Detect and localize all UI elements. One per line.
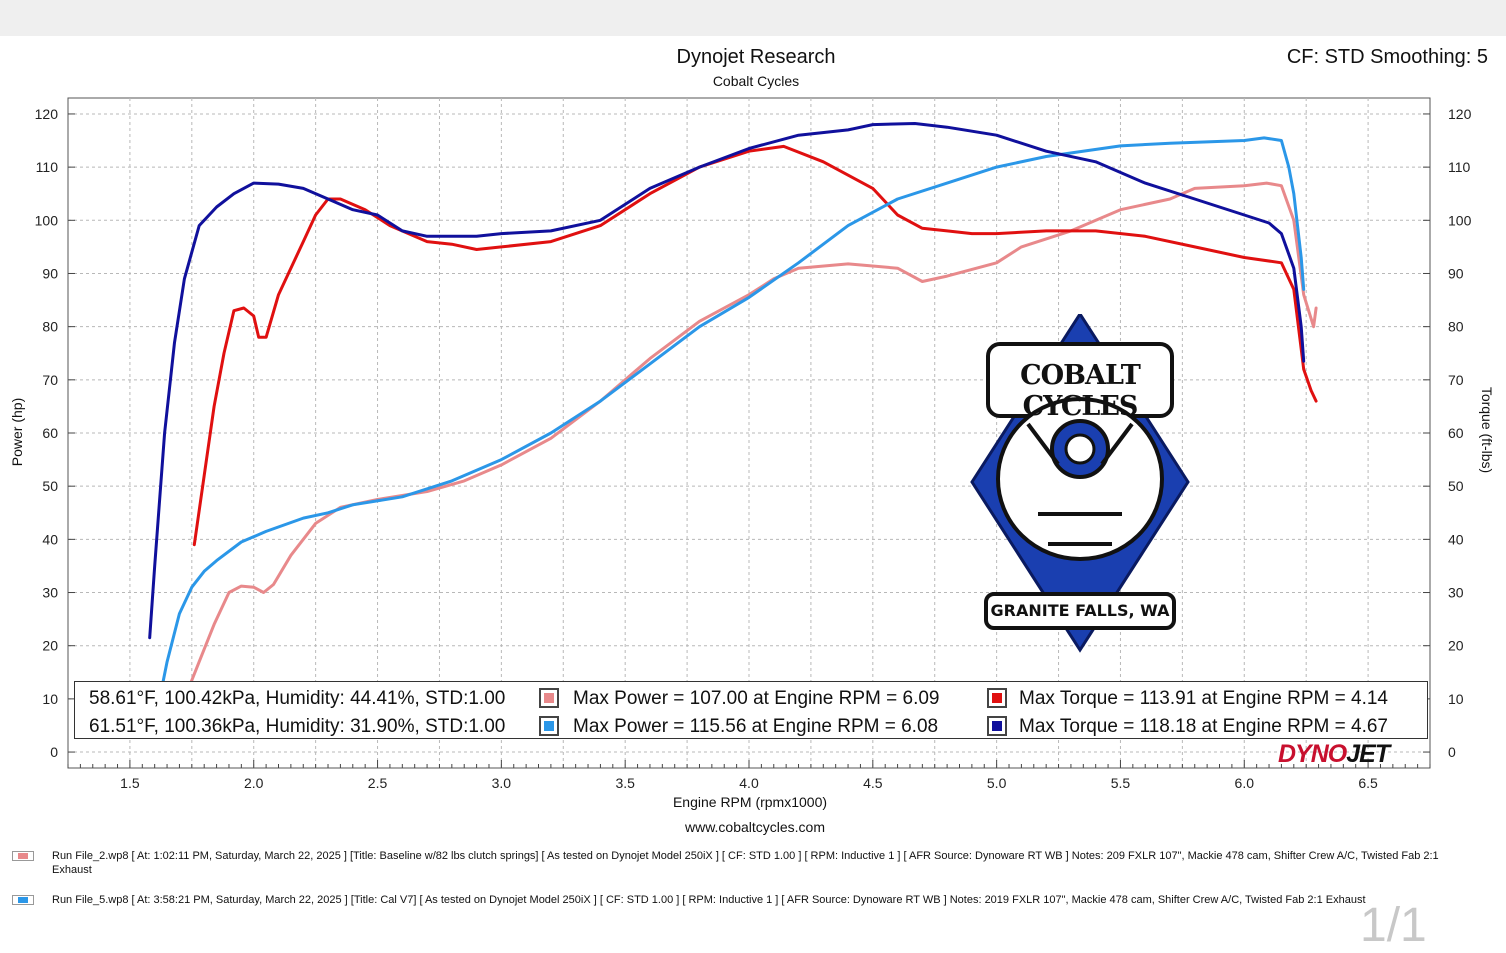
y-tick-label-left: 30 [42, 585, 58, 601]
chart-subtitle: Cobalt Cycles [712, 73, 800, 89]
website-link[interactable]: www.cobaltcycles.com [684, 819, 826, 835]
run2-note-color [18, 853, 28, 859]
y-tick-label-left: 80 [42, 319, 58, 335]
cf-smoothing-label: CF: STD Smoothing: 5 [1286, 46, 1488, 68]
y-tick-label-left: 10 [42, 691, 58, 707]
series-line-1 [192, 144, 1318, 547]
y-tick-label-right: 10 [1448, 691, 1464, 707]
y-tick-label-left: 0 [50, 744, 58, 760]
x-tick-label: 4.0 [739, 775, 759, 791]
y-tick-label-right: 80 [1448, 319, 1464, 335]
chart-title: Dynojet Research [676, 46, 836, 68]
y-tick-label-right: 100 [1448, 212, 1472, 228]
logo-text-top: COBALT CYCLES [1020, 360, 1141, 422]
cobalt-cycles-logo: COBALT CYCLES GRANITE FALLS, WA [968, 311, 1192, 659]
y-axis-label-left: Power (hp) [9, 397, 25, 467]
run2-torque-swatch [987, 688, 1007, 708]
series-lines [148, 122, 1318, 701]
y-tick-label-left: 120 [35, 106, 59, 122]
run5-max-power: Max Power = 115.56 at Engine RPM = 6.08 [573, 716, 939, 737]
x-tick-label: 5.0 [987, 775, 1007, 791]
y-tick-label-left: 60 [42, 425, 58, 441]
series-line-3 [148, 122, 1306, 640]
x-tick-label: 4.5 [863, 775, 883, 791]
run2-power-color [544, 693, 554, 703]
x-tick-label: 3.5 [615, 775, 635, 791]
run2-max-power: Max Power = 107.00 at Engine RPM = 6.09 [573, 688, 940, 709]
logo-graphic [970, 311, 1190, 653]
run5-torque-color [992, 721, 1002, 731]
x-tick-label: 6.5 [1358, 775, 1378, 791]
y-tick-label-right: 50 [1448, 478, 1464, 494]
y-tick-label-right: 60 [1448, 425, 1464, 441]
x-tick-label: 2.5 [368, 775, 388, 791]
x-tick-label: 6.0 [1235, 775, 1255, 791]
y-tick-label-left: 90 [42, 265, 58, 281]
run5-note-color [18, 897, 28, 903]
x-tick-label: 1.5 [120, 775, 140, 791]
y-axis-label-right: Torque (ft-lbs) [1479, 386, 1495, 474]
x-tick-label: 3.0 [492, 775, 512, 791]
series-line-2 [158, 136, 1306, 701]
run5-power-color [544, 721, 554, 731]
top-bar [0, 0, 1506, 36]
grid-lines [68, 98, 1430, 768]
run2-note-swatch [12, 851, 34, 861]
y-tick-label-right: 30 [1448, 585, 1464, 601]
y-tick-label-left: 100 [35, 212, 59, 228]
x-tick-label: 5.5 [1111, 775, 1131, 791]
run5-power-swatch [539, 716, 559, 736]
y-tick-label-right: 70 [1448, 372, 1464, 388]
run5-conditions: 61.51°F, 100.36kPa, Humidity: 31.90%, ST… [89, 716, 506, 737]
logo-text-bottom: GRANITE FALLS, WA [990, 601, 1170, 620]
run2-max-torque: Max Torque = 113.91 at Engine RPM = 4.14 [1019, 688, 1388, 709]
x-tick-label: 2.0 [244, 775, 264, 791]
run5-note-swatch [12, 895, 34, 905]
y-tick-label-left: 50 [42, 478, 58, 494]
series-line-0 [182, 181, 1318, 701]
run5-note-text: Run File_5.wp8 [ At: 3:58:21 PM, Saturda… [52, 894, 1366, 906]
run5-max-torque: Max Torque = 118.18 at Engine RPM = 4.67 [1019, 716, 1388, 737]
run2-power-swatch [539, 688, 559, 708]
y-tick-label-left: 70 [42, 372, 58, 388]
run2-conditions: 58.61°F, 100.42kPa, Humidity: 44.41%, ST… [89, 688, 506, 709]
legend-box: 58.61°F, 100.42kPa, Humidity: 44.41%, ST… [74, 681, 1428, 739]
y-tick-label-right: 90 [1448, 265, 1464, 281]
run2-note-text: Run File_2.wp8 [ At: 1:02:11 PM, Saturda… [52, 850, 1439, 876]
run2-torque-color [992, 693, 1002, 703]
y-tick-label-right: 120 [1448, 106, 1472, 122]
y-tick-label-right: 0 [1448, 744, 1456, 760]
x-axis-label: Engine RPM (rpmx1000) [672, 794, 828, 810]
y-tick-label-right: 110 [1448, 159, 1471, 175]
y-tick-label-left: 20 [42, 638, 58, 654]
y-tick-label-left: 110 [36, 159, 59, 175]
run5-torque-swatch [987, 716, 1007, 736]
axis-ticks: 1.5 2.0 2.5 3.0 3.5 4.0 4.5 5.0 5.5 6.0 6.5 0 0 10 10 2… [35, 106, 1472, 791]
y-tick-label-right: 20 [1448, 638, 1464, 654]
y-tick-label-left: 40 [42, 531, 58, 547]
page-indicator: 1/1 [1360, 899, 1427, 952]
dynojet-brand-logo: DYNOJET [1278, 740, 1390, 768]
y-tick-label-right: 40 [1448, 531, 1464, 547]
